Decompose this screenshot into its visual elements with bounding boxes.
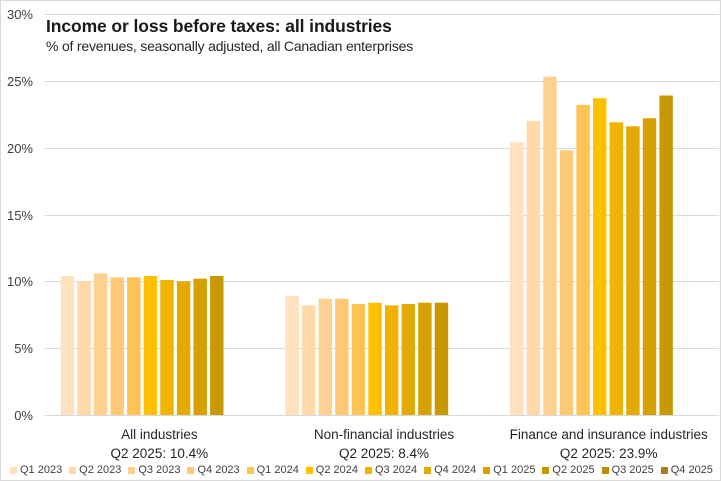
bar — [559, 150, 574, 415]
legend-item: Q2 2023 — [69, 462, 121, 478]
bar — [368, 302, 382, 415]
legend-swatch — [364, 466, 372, 474]
y-tick-label: 15% — [7, 208, 33, 223]
x-category-value-label: Q2 2025: 8.4% — [339, 446, 429, 461]
bar — [335, 298, 349, 415]
bar — [176, 281, 191, 415]
bar — [93, 273, 108, 415]
legend-swatch — [483, 466, 491, 474]
bar — [510, 142, 524, 415]
bar — [127, 277, 141, 415]
legend-label: Q2 2024 — [315, 464, 358, 476]
legend-item: Q3 2023 — [128, 462, 181, 478]
legend-label: Q4 2024 — [434, 464, 477, 476]
legend-swatch — [187, 466, 195, 474]
legend-item: Q3 2025 — [601, 462, 654, 478]
y-tick-label: 20% — [7, 141, 33, 156]
legend-item: Q4 2025 — [660, 462, 713, 478]
legend-label: Q4 2023 — [197, 464, 240, 476]
x-category-value-label: Q2 2025: 23.9% — [560, 446, 658, 461]
bar — [593, 98, 607, 416]
legend: Q1 2023 Q2 2023 Q3 2023 Q4 2023 Q1 2024 Q2 20… — [0, 462, 721, 478]
y-tick-label: 0% — [14, 408, 33, 423]
legend-swatch — [10, 466, 17, 474]
bars — [60, 76, 673, 416]
chart-subtitle: % of revenues, seasonally adjusted, all … — [46, 38, 414, 54]
legend-swatch — [305, 466, 313, 474]
bar — [143, 275, 158, 415]
legend-swatch — [660, 466, 668, 474]
bar — [543, 76, 557, 415]
bar — [160, 279, 174, 415]
x-category-label: Non-financial industries — [314, 427, 455, 442]
bar — [526, 120, 541, 415]
bar — [60, 275, 75, 415]
y-axis-ticks: 0% 5% 10% 15% 20% 25% 30% — [7, 7, 33, 423]
y-tick-label: 5% — [14, 341, 33, 356]
bar — [626, 126, 640, 415]
legend-item: Q1 2023 — [10, 462, 62, 478]
legend-label: Q4 2025 — [670, 464, 713, 476]
y-tick-label: 25% — [7, 74, 33, 89]
bar — [418, 302, 432, 415]
chart-title: Income or loss before taxes: all industr… — [46, 16, 392, 36]
bar — [193, 278, 207, 415]
legend-swatch — [128, 466, 136, 474]
legend-label: Q3 2025 — [611, 464, 654, 476]
legend-item: Q2 2025 — [542, 462, 595, 478]
bar — [210, 275, 224, 415]
legend-swatch — [424, 466, 432, 474]
gridlines — [45, 14, 719, 416]
legend-label: Q3 2024 — [374, 464, 418, 476]
legend-label: Q1 2025 — [493, 464, 536, 476]
legend-swatch — [246, 466, 254, 474]
x-axis-labels: All industries Q2 2025: 10.4% Non-financia… — [111, 427, 708, 461]
bar — [351, 304, 366, 415]
legend-item: Q4 2023 — [187, 462, 240, 478]
legend-label: Q1 2024 — [256, 464, 299, 476]
legend-item: Q4 2024 — [424, 462, 476, 478]
legend-label: Q2 2025 — [552, 464, 595, 476]
x-category-label: Finance and insurance industries — [510, 427, 708, 442]
legend-item: Q1 2024 — [246, 462, 299, 478]
bar — [659, 95, 673, 415]
legend-item: Q1 2025 — [483, 462, 535, 478]
legend-item: Q2 2024 — [305, 462, 358, 478]
legend-swatch — [69, 466, 77, 474]
bar — [642, 118, 657, 415]
y-tick-label: 30% — [7, 7, 33, 22]
legend-swatch — [542, 466, 550, 474]
bar — [609, 122, 624, 416]
y-tick-label: 10% — [7, 274, 33, 289]
bar — [285, 296, 299, 415]
bar — [434, 302, 449, 415]
legend-label: Q3 2023 — [138, 464, 181, 476]
legend-item: Q3 2024 — [364, 462, 418, 478]
bar — [401, 304, 415, 415]
legend-label: Q1 2023 — [20, 464, 63, 476]
legend-label: Q2 2023 — [79, 464, 122, 476]
bar — [384, 305, 399, 415]
bar — [576, 104, 590, 415]
bar — [77, 281, 91, 415]
bar — [110, 277, 124, 415]
x-category-value-label: Q2 2025: 10.4% — [111, 446, 209, 461]
legend-swatch — [601, 466, 609, 474]
bar — [301, 305, 316, 415]
bar — [318, 298, 332, 415]
x-category-label: All industries — [121, 427, 198, 442]
